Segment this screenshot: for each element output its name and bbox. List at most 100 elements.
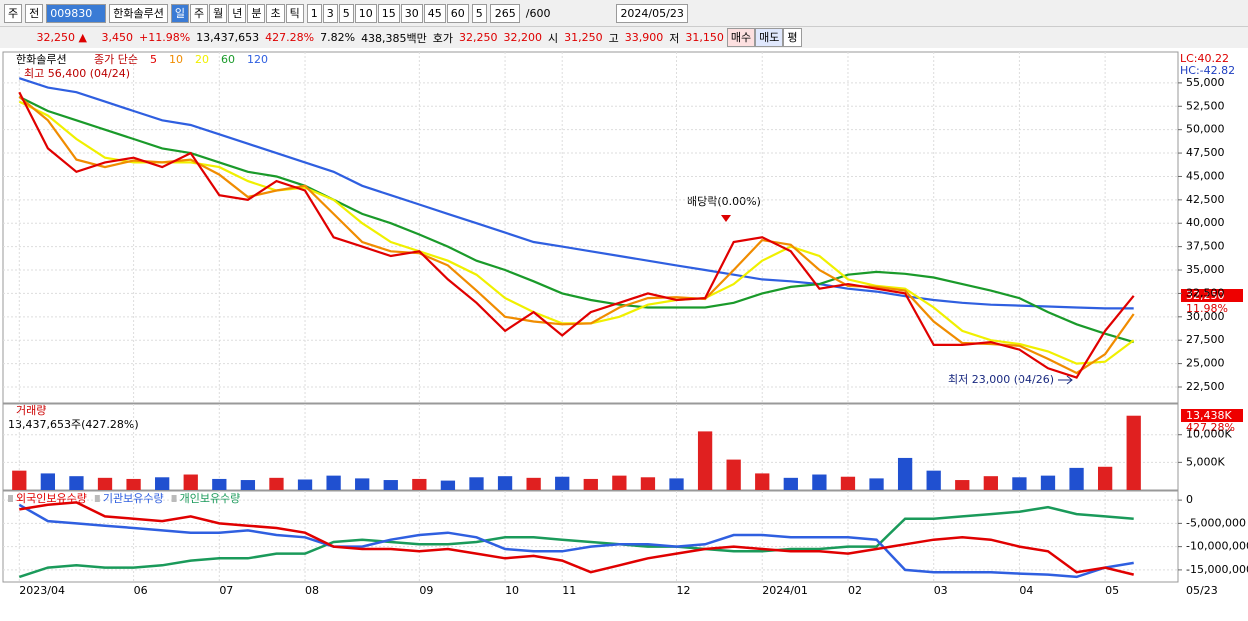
x-tick-label: 07 bbox=[219, 584, 233, 597]
price: 32,250 ▲ bbox=[36, 31, 87, 44]
volume-bar bbox=[955, 480, 970, 490]
x-end-label: 05/23 bbox=[1186, 584, 1218, 597]
y-tick-label: 47,500 bbox=[1186, 146, 1225, 159]
unit-button[interactable]: 틱 bbox=[285, 3, 304, 23]
volume-bar bbox=[412, 478, 427, 490]
x-tick-label: 02 bbox=[848, 584, 862, 597]
y-tick-label: 45,000 bbox=[1186, 169, 1225, 182]
volume-bar bbox=[1069, 467, 1084, 490]
y-tick-label: 10,000K bbox=[1186, 428, 1232, 441]
series-line bbox=[18, 505, 1134, 579]
shown[interactable]: 265 bbox=[489, 3, 520, 23]
lc: LC:40.22 bbox=[1180, 52, 1229, 65]
number-button[interactable]: 5 bbox=[338, 3, 354, 23]
number-button[interactable]: 15 bbox=[377, 3, 400, 23]
volume-bar bbox=[869, 478, 884, 490]
dividend-arrow bbox=[721, 215, 731, 222]
amount: 438,385백만 bbox=[361, 31, 427, 45]
x-tick-label: 09 bbox=[419, 584, 433, 597]
x-tick-label: 2023/04 bbox=[19, 584, 65, 597]
x-tick-label: 12 bbox=[677, 584, 691, 597]
last-price: 32,250 bbox=[1186, 289, 1225, 302]
turnover: 7.82% bbox=[320, 31, 356, 44]
unit-button[interactable]: 년 bbox=[228, 3, 247, 23]
hc: HC:-42.82 bbox=[1180, 64, 1235, 77]
prev[interactable]: 전 bbox=[25, 3, 44, 23]
volume-bar bbox=[1040, 475, 1056, 490]
buy-button[interactable]: 매수 bbox=[726, 28, 756, 47]
low-label: 저 bbox=[669, 31, 680, 45]
volume-bar bbox=[1012, 477, 1027, 490]
date[interactable]: 2024/05/23 bbox=[616, 3, 688, 23]
volume-bar bbox=[640, 477, 656, 490]
y-tick-label: 0 bbox=[1186, 493, 1193, 506]
price-panel bbox=[2, 51, 1179, 404]
legend-entry: 5 bbox=[150, 53, 157, 66]
x-tick-label: 03 bbox=[934, 584, 948, 597]
series-line bbox=[19, 501, 1134, 576]
unit-button[interactable]: 주 bbox=[189, 3, 209, 23]
volume-title: 거래량 bbox=[16, 404, 46, 417]
volume-bar bbox=[469, 477, 484, 490]
volume-subtitle: 13,437,653주(427.28%) bbox=[8, 418, 139, 431]
numbers: 1 3 5 10 15 30 45 60 bbox=[306, 3, 469, 23]
volume-panel bbox=[2, 403, 1179, 491]
legend-swatch bbox=[171, 495, 177, 502]
number-button[interactable]: 1 bbox=[306, 3, 322, 23]
volume-bar bbox=[497, 476, 513, 490]
y-tick-label: 37,500 bbox=[1186, 240, 1225, 253]
y-tick-label: 42,500 bbox=[1186, 193, 1225, 206]
unit-button[interactable]: 초 bbox=[266, 3, 285, 23]
volume-bar bbox=[126, 478, 141, 490]
number-button[interactable]: 10 bbox=[354, 3, 377, 23]
last-price-box bbox=[1181, 289, 1243, 302]
low-annotation: 최저 23,000 (04/26) bbox=[948, 373, 1054, 386]
number-button[interactable]: 3 bbox=[322, 3, 338, 23]
total: /600 bbox=[525, 6, 551, 20]
volume-bar bbox=[669, 478, 684, 490]
period[interactable]: 주 bbox=[4, 3, 23, 23]
legend-entry: 기관보유수량 bbox=[103, 492, 164, 505]
quote-bar: 32,250 ▲ 3,450 +11.98% 13,437,653 427.28… bbox=[0, 27, 1248, 48]
series-line bbox=[18, 77, 1134, 310]
low-arrow bbox=[1058, 375, 1073, 385]
volume-bar bbox=[726, 459, 741, 490]
volume-bar bbox=[526, 477, 541, 490]
high: 33,900 bbox=[624, 31, 664, 44]
legend-entry: 120 bbox=[247, 53, 268, 66]
unit-button[interactable]: 일 bbox=[170, 3, 189, 23]
volume-bar bbox=[697, 431, 713, 490]
legend-entry: 개인보유수량 bbox=[180, 492, 241, 505]
volume-bar bbox=[12, 470, 27, 490]
legend-swatch bbox=[94, 495, 100, 502]
ask: 32,250 bbox=[459, 31, 498, 44]
volume-bar bbox=[155, 477, 170, 490]
series-line bbox=[18, 503, 1134, 579]
volume-bar bbox=[440, 480, 456, 490]
stock-name[interactable]: 한화솔루션 bbox=[109, 3, 168, 23]
count-select[interactable]: 5 bbox=[471, 3, 487, 23]
unit-button[interactable]: 분 bbox=[247, 3, 266, 23]
code[interactable]: 009830 bbox=[46, 3, 107, 23]
y-tick-label: 35,000 bbox=[1186, 263, 1225, 276]
y-tick-label: 40,000 bbox=[1186, 216, 1225, 229]
volume: 13,437,653 bbox=[196, 31, 260, 44]
last-volume-pct: 427.28% bbox=[1186, 421, 1235, 434]
number-button[interactable]: 45 bbox=[423, 3, 446, 23]
number-button[interactable]: 60 bbox=[446, 3, 469, 23]
sell-button[interactable]: 매도 bbox=[755, 28, 784, 47]
y-tick-label: 30,000 bbox=[1186, 310, 1225, 323]
last-volume-box bbox=[1181, 409, 1243, 422]
unit-button[interactable]: 월 bbox=[209, 3, 228, 23]
legend-name: 한화솔루션 bbox=[16, 53, 67, 66]
legend-ma: 종가 단순 bbox=[94, 53, 138, 66]
y-tick-label: 22,500 bbox=[1186, 380, 1225, 393]
legend-entry: 20 bbox=[195, 53, 209, 66]
avg-button[interactable]: 평 bbox=[783, 28, 802, 47]
y-tick-label: 25,000 bbox=[1186, 357, 1225, 370]
legend-entry: 외국인보유수량 bbox=[16, 492, 87, 505]
number-button[interactable]: 30 bbox=[400, 3, 423, 23]
volume-bar bbox=[297, 479, 313, 490]
